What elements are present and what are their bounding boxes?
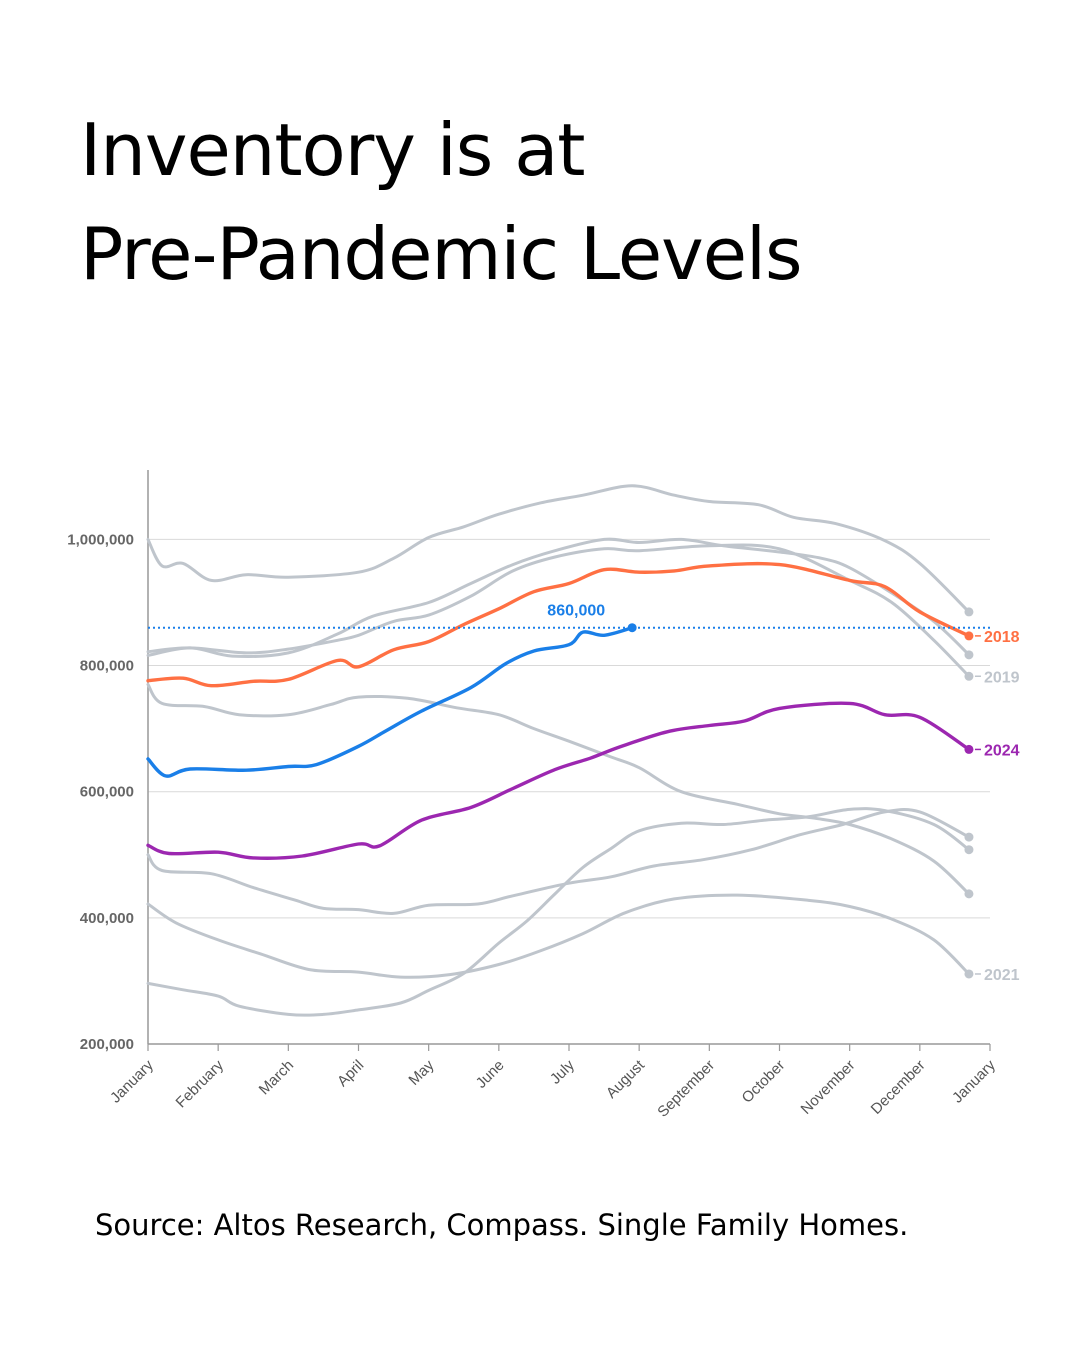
y-tick-label: 600,000 (80, 784, 134, 801)
series-end-dot (964, 607, 974, 617)
series-end-dot (627, 623, 637, 633)
axis-layer: 200,000 400,000 600,000 800,000 1,000,000 Jan… (67, 470, 999, 1121)
series-line (146, 626, 634, 778)
series-line (146, 537, 971, 658)
x-tick-label: February (173, 1056, 228, 1111)
series-line (146, 683, 971, 896)
x-tick-label: March (256, 1057, 297, 1098)
inventory-line-chart: 200,000 400,000 600,000 800,000 1,000,000 Jan… (67, 470, 1020, 1121)
series-end-dot (964, 845, 974, 855)
y-tick-label: 400,000 (80, 910, 134, 927)
y-tick-label: 800,000 (80, 658, 134, 675)
series-line-2021 (146, 893, 971, 979)
x-tick-label: April (334, 1057, 367, 1090)
series-end-dot (964, 631, 974, 641)
series-end-label-2018: 2018 (984, 629, 1020, 646)
series-layer (146, 484, 974, 1017)
series-line (146, 808, 971, 916)
series-end-label-2019: 2019 (984, 669, 1020, 686)
page-title: Inventory is at Pre-Pandemic Levels (80, 98, 1040, 306)
source-note: Source: Altos Research, Compass. Single … (95, 1208, 909, 1242)
title-line-2: Pre-Pandemic Levels (80, 212, 803, 296)
series-end-dot (964, 969, 974, 979)
reference-annotation: 860,000 (547, 603, 605, 620)
series-line (146, 807, 971, 1017)
x-tick-label: October (739, 1057, 789, 1107)
series-end-dot (964, 744, 974, 754)
x-tick-label: November (798, 1057, 859, 1118)
y-tick-label: 200,000 (80, 1036, 134, 1053)
title-line-1: Inventory is at (80, 108, 586, 192)
x-tick-label: August (603, 1056, 649, 1102)
series-line-2018 (146, 561, 971, 688)
x-tick-label: January (949, 1056, 999, 1106)
x-tick-label: September (654, 1057, 718, 1121)
series-end-dot (964, 650, 974, 660)
series-line (146, 484, 971, 614)
x-tick-label: December (868, 1057, 929, 1118)
x-tick-label: June (473, 1057, 508, 1092)
series-end-label-2024: 2024 (984, 742, 1020, 759)
grid-layer (148, 538, 990, 919)
series-end-label-2021: 2021 (984, 967, 1020, 984)
y-tick-label: 1,000,000 (67, 531, 134, 548)
x-tick-label: January (107, 1056, 157, 1106)
x-tick-label: July (547, 1056, 578, 1087)
series-end-dot (964, 889, 974, 899)
series-end-dot (964, 832, 974, 842)
label-layer: 2019 2021 2018 2024 860,000 (148, 603, 1020, 984)
series-end-dot (964, 671, 974, 681)
x-tick-label: May (405, 1056, 437, 1088)
series-line-2024 (146, 701, 971, 860)
